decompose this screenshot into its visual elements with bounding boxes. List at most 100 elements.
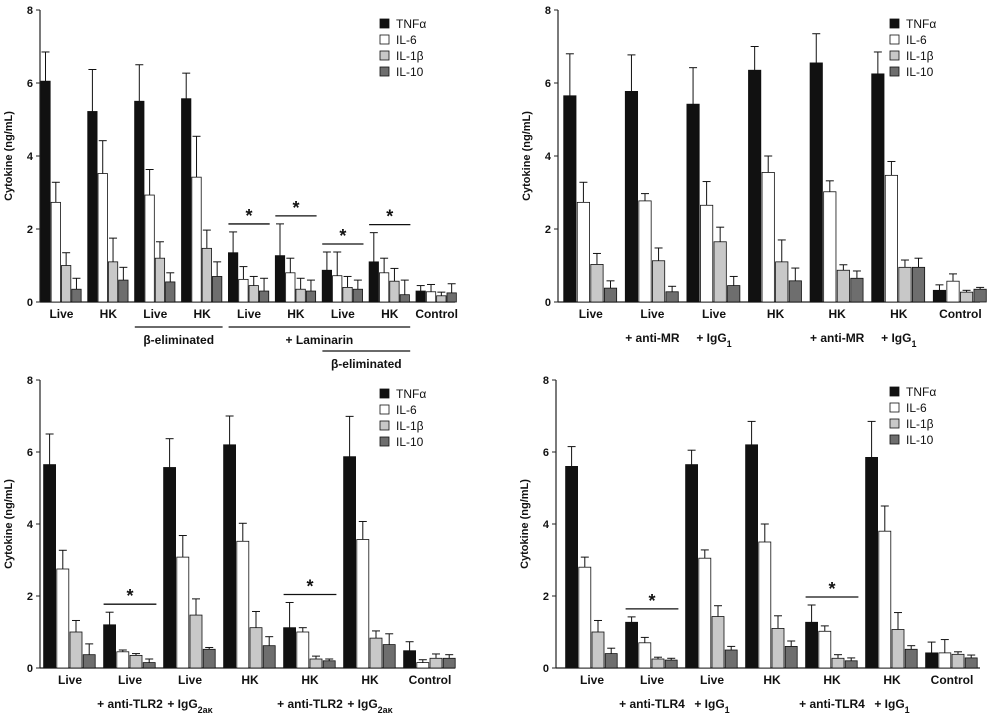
x-category-label: Live	[331, 307, 355, 321]
bar-IL-6	[576, 201, 590, 303]
bar-IL-6	[236, 540, 250, 669]
bar-IL-6	[938, 652, 952, 669]
bar-IL-1β	[342, 286, 353, 303]
treatment-label: + IgG1	[694, 697, 729, 715]
treatment-label: + anti-TLR2	[97, 697, 163, 711]
bar-TNFα	[134, 100, 145, 303]
bar-IL-1β	[129, 655, 143, 669]
bar-TNFα	[685, 464, 698, 669]
bar-IL-6	[823, 191, 837, 303]
bar-IL-10	[603, 287, 618, 303]
bar-IL-1β	[154, 257, 166, 303]
bar-IL-10	[664, 659, 678, 669]
legend-swatch-IL-6	[379, 34, 390, 45]
x-category-label: Live	[702, 307, 726, 321]
y-tick-label: 4	[545, 151, 552, 163]
bar-IL-1β	[189, 614, 203, 669]
bar-IL-6	[416, 662, 430, 669]
bar-TNFα	[403, 650, 417, 669]
y-tick-label: 8	[27, 5, 33, 17]
chart-panel-top-right: 0 2 4 6 8 Cytokine (ng/mL) Live Live + anti-MR Li…	[521, 5, 987, 349]
bar-IL-1β	[775, 261, 789, 303]
bar-IL-10	[258, 290, 270, 303]
bar-IL-6	[698, 557, 712, 669]
y-tick-label: 6	[543, 447, 549, 459]
chart-panel-bottom-left: 0 2 4 6 8 Cytokine (ng/mL) Live Live + anti-TLR2…	[3, 375, 456, 715]
bar-IL-1β	[951, 653, 965, 669]
bar-IL-6	[50, 201, 61, 303]
bar-IL-6	[56, 568, 70, 669]
bar-TNFα	[932, 289, 947, 303]
bar-IL-1β	[295, 288, 306, 303]
bar-IL-6	[578, 566, 592, 669]
bar-IL-6	[878, 530, 892, 669]
x-category-label: Live	[118, 673, 142, 687]
bar-IL-1β	[61, 265, 72, 303]
legend-label: IL-6	[906, 401, 927, 415]
legend-label: IL-1β	[396, 49, 424, 63]
x-category-label: Live	[580, 673, 604, 687]
treatment-label: + IgG2aκ	[167, 697, 213, 715]
legend-swatch-IL-10	[889, 66, 900, 77]
legend-label: TNFα	[396, 387, 426, 401]
bar-TNFα	[415, 290, 426, 303]
bar-TNFα	[274, 255, 286, 303]
bar-TNFα	[103, 624, 116, 669]
bar-IL-1β	[713, 241, 727, 303]
bar-TNFα	[43, 464, 56, 669]
bar-IL-10	[844, 660, 858, 669]
treatment-label: + anti-TLR2	[277, 697, 343, 711]
legend-swatch-TNFα	[889, 386, 900, 397]
significance-star: *	[126, 586, 133, 606]
bar-TNFα	[563, 95, 577, 303]
x-category-label: HK	[381, 307, 399, 321]
treatment-label: + anti-TLR4	[619, 697, 685, 711]
bar-IL-10	[604, 653, 618, 669]
x-category-label: HK	[361, 673, 379, 687]
bar-TNFα	[748, 69, 762, 303]
bar-IL-1β	[389, 280, 400, 303]
bar-IL-10	[202, 648, 216, 669]
bar-IL-10	[442, 657, 456, 669]
treatment-label: + anti-TLR4	[799, 697, 865, 711]
x-category-label: HK	[823, 673, 841, 687]
legend-swatch-IL-10	[379, 66, 390, 77]
bar-TNFα	[321, 269, 332, 303]
significance-star: *	[828, 579, 835, 599]
legend-swatch-IL-10	[889, 434, 900, 445]
legend-label: IL-1β	[906, 49, 934, 63]
x-category-label: Live	[49, 307, 73, 321]
bar-IL-1β	[891, 629, 905, 669]
bar-IL-10	[82, 654, 96, 669]
x-category-label: Live	[700, 673, 724, 687]
bar-TNFα	[805, 621, 818, 669]
bar-IL-6	[761, 172, 775, 303]
bar-IL-1β	[960, 291, 974, 303]
legend-swatch-IL-6	[889, 402, 900, 413]
significance-star: *	[292, 198, 299, 218]
x-category-label: HK	[301, 673, 319, 687]
treatment-label: + IgG1	[874, 697, 909, 715]
bar-IL-6	[425, 291, 437, 303]
x-category-label: HK	[100, 307, 118, 321]
y-tick-label: 8	[545, 5, 551, 17]
bar-TNFα	[87, 111, 98, 303]
y-tick-label: 2	[545, 224, 551, 236]
x-category-label: Live	[237, 307, 261, 321]
y-tick-label: 6	[27, 78, 33, 90]
bar-IL-1β	[107, 261, 119, 303]
bar-IL-1β	[369, 637, 383, 669]
bar-IL-1β	[651, 658, 665, 669]
x-category-label: Control	[415, 307, 458, 321]
bar-IL-10	[262, 645, 276, 669]
x-category-label: Live	[640, 307, 664, 321]
bar-IL-6	[332, 275, 343, 303]
bar-IL-6	[285, 272, 296, 303]
bar-IL-10	[352, 288, 363, 303]
bar-IL-1β	[711, 616, 725, 669]
x-category-label: HK	[193, 307, 211, 321]
bar-IL-1β	[836, 269, 850, 303]
x-category-label: Control	[409, 673, 452, 687]
y-tick-label: 6	[545, 78, 551, 90]
bar-TNFα	[163, 467, 177, 669]
